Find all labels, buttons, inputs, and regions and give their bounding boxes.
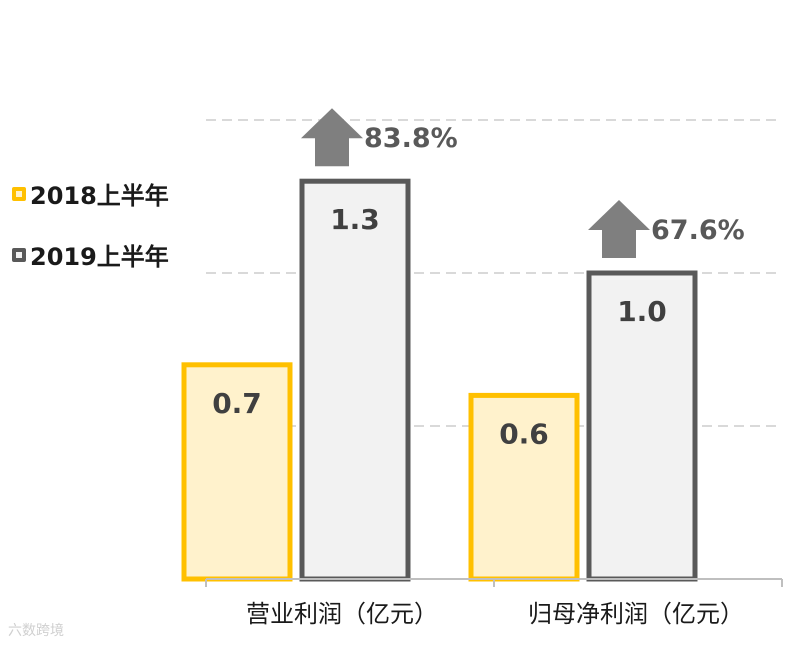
up-arrow-icon-0 <box>301 108 363 167</box>
bar-series1-1 <box>586 270 698 582</box>
up-arrow-icon-1 <box>588 200 650 258</box>
value-label-series1-1: 1.0 <box>617 295 667 328</box>
bar-series0-1 <box>468 392 580 582</box>
bar-series1-0 <box>299 178 411 582</box>
legend-label-2019: 2019上半年 <box>30 243 169 271</box>
legend-label-2018: 2018上半年 <box>30 182 169 210</box>
growth-label-1: 67.6% <box>651 215 745 246</box>
value-label-series1-0: 1.3 <box>330 203 380 236</box>
legend-item-2019: 2019上半年 <box>12 237 169 272</box>
legend-item-2018: 2018上半年 <box>12 176 169 211</box>
legend-swatch-2019 <box>12 247 26 262</box>
value-label-series0-1: 0.6 <box>499 417 549 450</box>
category-label-0: 营业利润（亿元） <box>246 600 438 628</box>
category-label-1: 归母净利润（亿元） <box>528 600 744 628</box>
watermark: 六数跨境 <box>8 623 64 639</box>
value-label-series0-0: 0.7 <box>212 387 262 420</box>
legend-swatch-2018 <box>12 186 26 201</box>
growth-label-0: 83.8% <box>364 123 458 154</box>
bar-series0-0 <box>181 362 293 582</box>
